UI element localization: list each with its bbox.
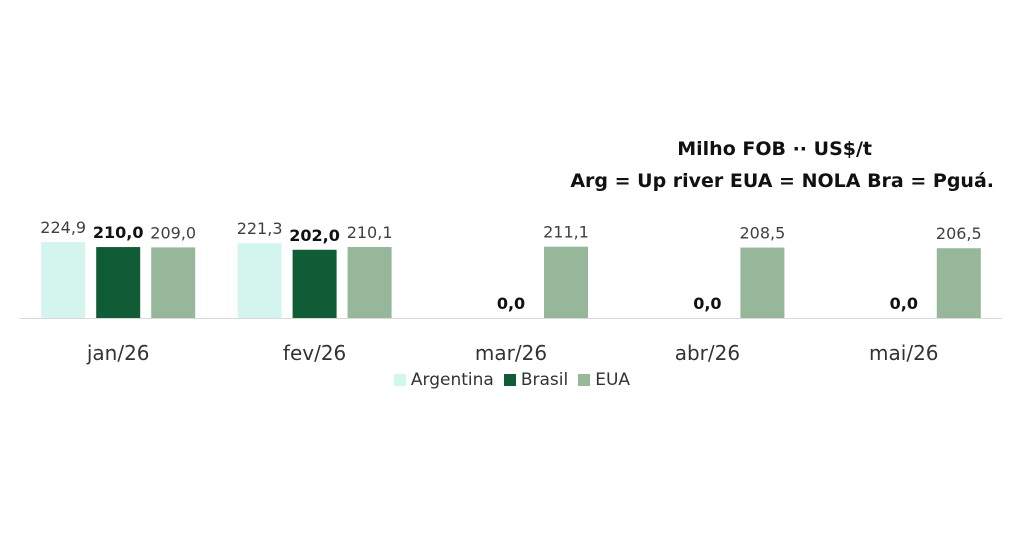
- bar-eua-4: [936, 248, 981, 318]
- data-label-brasil-4: 0,0: [890, 294, 918, 313]
- legend-item-argentina: Argentina: [393, 370, 494, 390]
- x-tick-label-1: fev/26: [283, 341, 346, 365]
- data-label-argentina-0: 224,9: [40, 218, 86, 237]
- legend-swatch-argentina: [393, 374, 406, 386]
- x-tick-label-0: jan/26: [86, 341, 150, 365]
- data-label-eua-1: 210,1: [347, 223, 393, 242]
- data-label-brasil-0: 210,0: [93, 223, 144, 242]
- x-tick-label-2: mar/26: [475, 341, 547, 365]
- chart-title: Milho FOB ·· US$/t: [677, 138, 872, 160]
- data-label-brasil-1: 202,0: [289, 226, 340, 245]
- bar-argentina-0: [41, 242, 86, 318]
- legend-label-argentina: Argentina: [410, 370, 494, 390]
- bar-eua-0: [151, 247, 196, 318]
- bar-eua-3: [740, 247, 785, 318]
- bar-argentina-1: [237, 243, 282, 318]
- data-label-brasil-3: 0,0: [693, 294, 721, 313]
- x-tick-label-4: mai/26: [869, 341, 938, 365]
- x-tick-label-3: abr/26: [675, 341, 740, 365]
- legend-label-brasil: Brasil: [520, 370, 569, 390]
- data-label-eua-4: 206,5: [936, 224, 982, 243]
- bar-brasil-1: [292, 249, 337, 318]
- bar-brasil-0: [96, 247, 141, 318]
- data-label-eua-2: 211,1: [543, 223, 589, 242]
- data-label-eua-3: 208,5: [739, 224, 785, 243]
- data-label-argentina-1: 221,3: [237, 219, 283, 238]
- legend-swatch-eua: [578, 374, 591, 386]
- data-label-eua-0: 209,0: [150, 223, 196, 242]
- bar-eua-1: [347, 247, 392, 318]
- legend-item-eua: EUA: [578, 370, 630, 390]
- chart-legend: Argentina Brasil EUA: [0, 370, 1024, 391]
- bar-eua-2: [544, 246, 588, 318]
- legend-swatch-brasil: [503, 374, 516, 386]
- chart-subtitle: Arg = Up river EUA = NOLA Bra = Pguá.: [570, 170, 994, 192]
- legend-item-brasil: Brasil: [503, 370, 569, 390]
- legend-label-eua: EUA: [595, 370, 631, 390]
- data-label-brasil-2: 0,0: [497, 294, 525, 313]
